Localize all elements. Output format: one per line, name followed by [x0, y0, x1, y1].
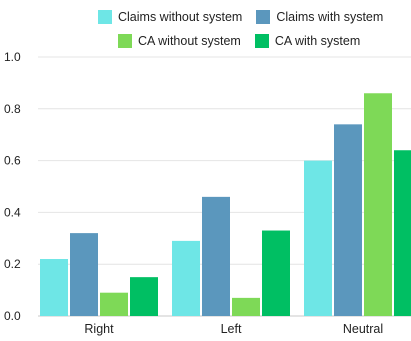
bar: [394, 150, 411, 316]
y-axis-ticks: 0.0 0.2 0.4 0.6 0.8 1.0: [4, 50, 21, 323]
legend-label: CA without system: [138, 34, 241, 48]
legend-item-ca-with-system: CA with system: [254, 34, 361, 48]
legend-label: Claims without system: [118, 10, 243, 24]
legend-item-claims-without-system: Claims without system: [98, 10, 242, 24]
bar: [130, 277, 158, 316]
bar: [172, 240, 200, 316]
legend-swatch: [256, 10, 271, 24]
legend-item-ca-without-system: CA without system: [118, 34, 241, 48]
y-tick-label: 0.2: [4, 257, 21, 271]
y-tick-label: 1.0: [4, 50, 21, 64]
x-axis-ticks: Right Left Neutral: [84, 322, 383, 336]
legend-swatch: [254, 34, 269, 48]
legend-label: CA with system: [274, 34, 361, 48]
legend-row-1: Claims without system Claims with system: [98, 10, 397, 24]
bar: [364, 93, 392, 316]
legend-label: Claims with system: [276, 10, 384, 24]
x-tick-label: Neutral: [343, 322, 383, 336]
bars: [40, 93, 411, 316]
y-tick-label: 0.0: [4, 309, 21, 323]
y-tick-label: 0.6: [4, 154, 21, 168]
y-tick-label: 0.8: [4, 102, 21, 116]
y-tick-label: 0.4: [4, 205, 21, 219]
legend-swatch: [98, 10, 112, 24]
legend-row-2: CA without system CA with system: [118, 34, 374, 48]
x-tick-label: Right: [84, 322, 114, 336]
bar: [262, 230, 290, 316]
bar: [304, 160, 332, 316]
bar: [232, 297, 260, 316]
bar: [100, 292, 128, 316]
legend-swatch: [118, 34, 132, 48]
bar: [70, 233, 98, 316]
x-tick-label: Left: [221, 322, 242, 336]
bar: [202, 196, 230, 316]
bar: [40, 259, 68, 316]
bar: [334, 124, 362, 316]
legend-item-claims-with-system: Claims with system: [256, 10, 383, 24]
